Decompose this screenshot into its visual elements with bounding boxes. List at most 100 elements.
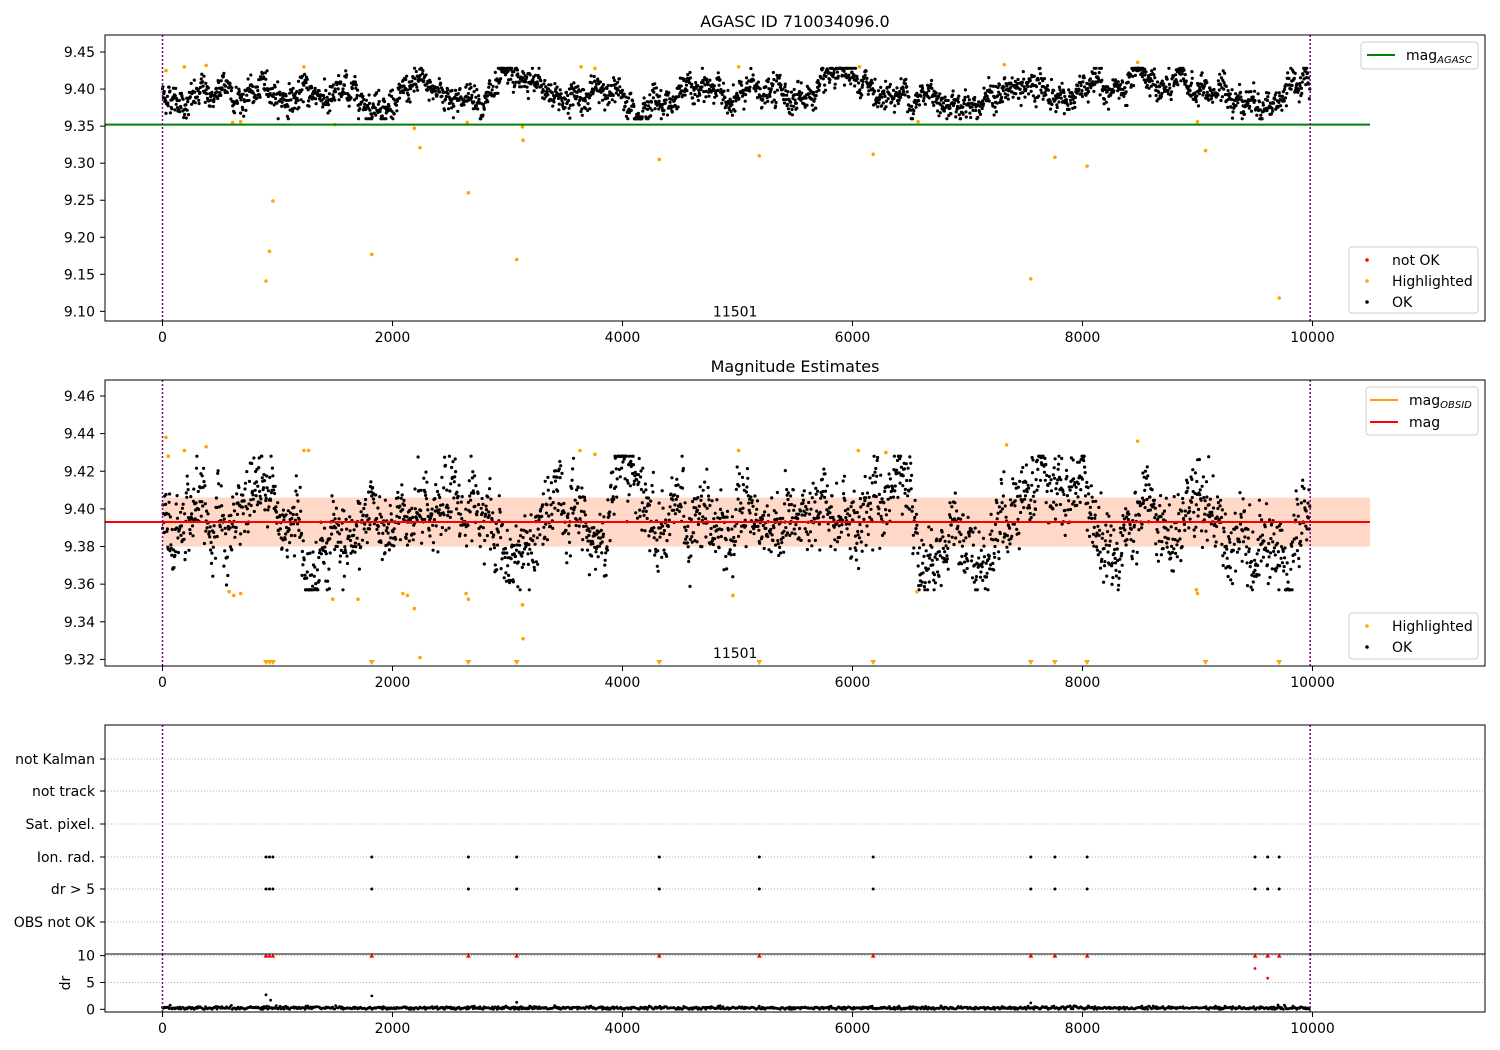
ok-point <box>1145 497 1149 502</box>
ok-point <box>1027 92 1031 96</box>
ok-point <box>692 102 697 106</box>
ok-point <box>512 70 516 74</box>
ok-point <box>327 587 331 591</box>
ok-point <box>1016 485 1021 489</box>
ok-point <box>1002 85 1006 89</box>
ok-point <box>1171 75 1175 79</box>
ok-point <box>666 93 670 97</box>
ok-point <box>651 96 656 100</box>
ok-point <box>623 104 627 108</box>
ok-point <box>273 491 277 496</box>
ok-point <box>1267 91 1271 95</box>
ok-point <box>441 503 445 507</box>
ok-point <box>308 94 312 98</box>
ok-point <box>927 96 931 100</box>
ok-point <box>441 100 445 104</box>
ok-point <box>954 536 958 540</box>
ok-point <box>650 483 654 488</box>
ok-point <box>756 80 761 84</box>
ok-point <box>930 558 934 562</box>
ok-point <box>703 517 708 521</box>
ok-point <box>760 517 765 521</box>
ok-point <box>907 507 912 511</box>
ok-point <box>386 531 390 535</box>
ok-point <box>1207 93 1211 97</box>
ok-point <box>456 92 460 96</box>
ok-point <box>1218 72 1222 76</box>
ok-point <box>653 107 657 111</box>
ok-point <box>487 510 491 514</box>
ok-point <box>1001 540 1005 544</box>
ok-point <box>653 553 657 557</box>
x-tick-label: 4000 <box>605 330 641 346</box>
ok-point <box>1015 527 1019 532</box>
ok-point <box>202 466 206 470</box>
ok-point <box>661 112 666 116</box>
ok-point <box>197 101 201 106</box>
ok-point <box>641 509 645 513</box>
ok-point <box>434 524 438 528</box>
ok-point <box>667 91 671 95</box>
ok-point <box>1143 488 1147 492</box>
ok-point <box>1251 95 1255 99</box>
ok-point <box>814 94 818 98</box>
ok-point <box>763 101 767 105</box>
ok-point <box>703 480 707 484</box>
ok-point <box>880 104 884 108</box>
ok-point <box>740 83 744 87</box>
ok-point <box>895 86 899 90</box>
ok-point <box>668 532 672 537</box>
ok-point <box>1013 504 1017 508</box>
ok-point <box>579 509 584 513</box>
ok-point <box>709 532 713 537</box>
ok-point <box>483 538 487 543</box>
ok-point <box>731 575 735 579</box>
ok-point <box>168 515 172 519</box>
ok-point <box>577 531 581 535</box>
highlighted-point <box>466 191 471 195</box>
ok-point <box>450 465 454 470</box>
ok-point <box>669 492 673 496</box>
ok-point <box>1230 97 1234 102</box>
ok-point <box>957 94 961 98</box>
ok-point <box>183 112 187 117</box>
ok-point <box>251 493 255 497</box>
ok-point <box>504 571 508 575</box>
ok-point <box>910 509 914 513</box>
ok-point <box>1013 499 1017 503</box>
ok-point <box>886 97 890 101</box>
ok-point <box>1117 576 1121 580</box>
ok-point <box>893 104 897 108</box>
ok-point <box>1179 79 1183 83</box>
ok-point <box>1161 512 1165 516</box>
ok-point <box>581 538 585 542</box>
ok-point <box>175 526 179 530</box>
ok-point <box>1155 80 1160 84</box>
ok-point <box>547 514 551 518</box>
ok-point <box>632 482 636 486</box>
ok-point <box>914 527 918 531</box>
ok-point <box>405 515 409 519</box>
ok-point <box>239 95 244 99</box>
ok-point <box>515 68 520 72</box>
ok-point <box>1170 544 1174 549</box>
ok-point <box>680 486 685 490</box>
ok-point <box>1080 477 1084 481</box>
ok-point <box>276 117 280 121</box>
ok-point <box>988 532 992 537</box>
ok-point <box>829 544 833 549</box>
ok-point <box>884 105 888 109</box>
ok-point <box>772 526 776 530</box>
ok-point <box>1106 550 1110 554</box>
ok-point <box>195 95 199 99</box>
ok-point <box>729 110 733 114</box>
ok-point <box>903 491 907 495</box>
ok-point <box>1221 69 1225 73</box>
ok-point <box>408 508 412 512</box>
ok-point <box>737 96 741 100</box>
ok-point <box>760 105 764 109</box>
ok-point <box>1141 501 1145 505</box>
ok-point <box>903 93 907 97</box>
ok-point <box>775 88 780 92</box>
ok-point <box>528 547 532 551</box>
